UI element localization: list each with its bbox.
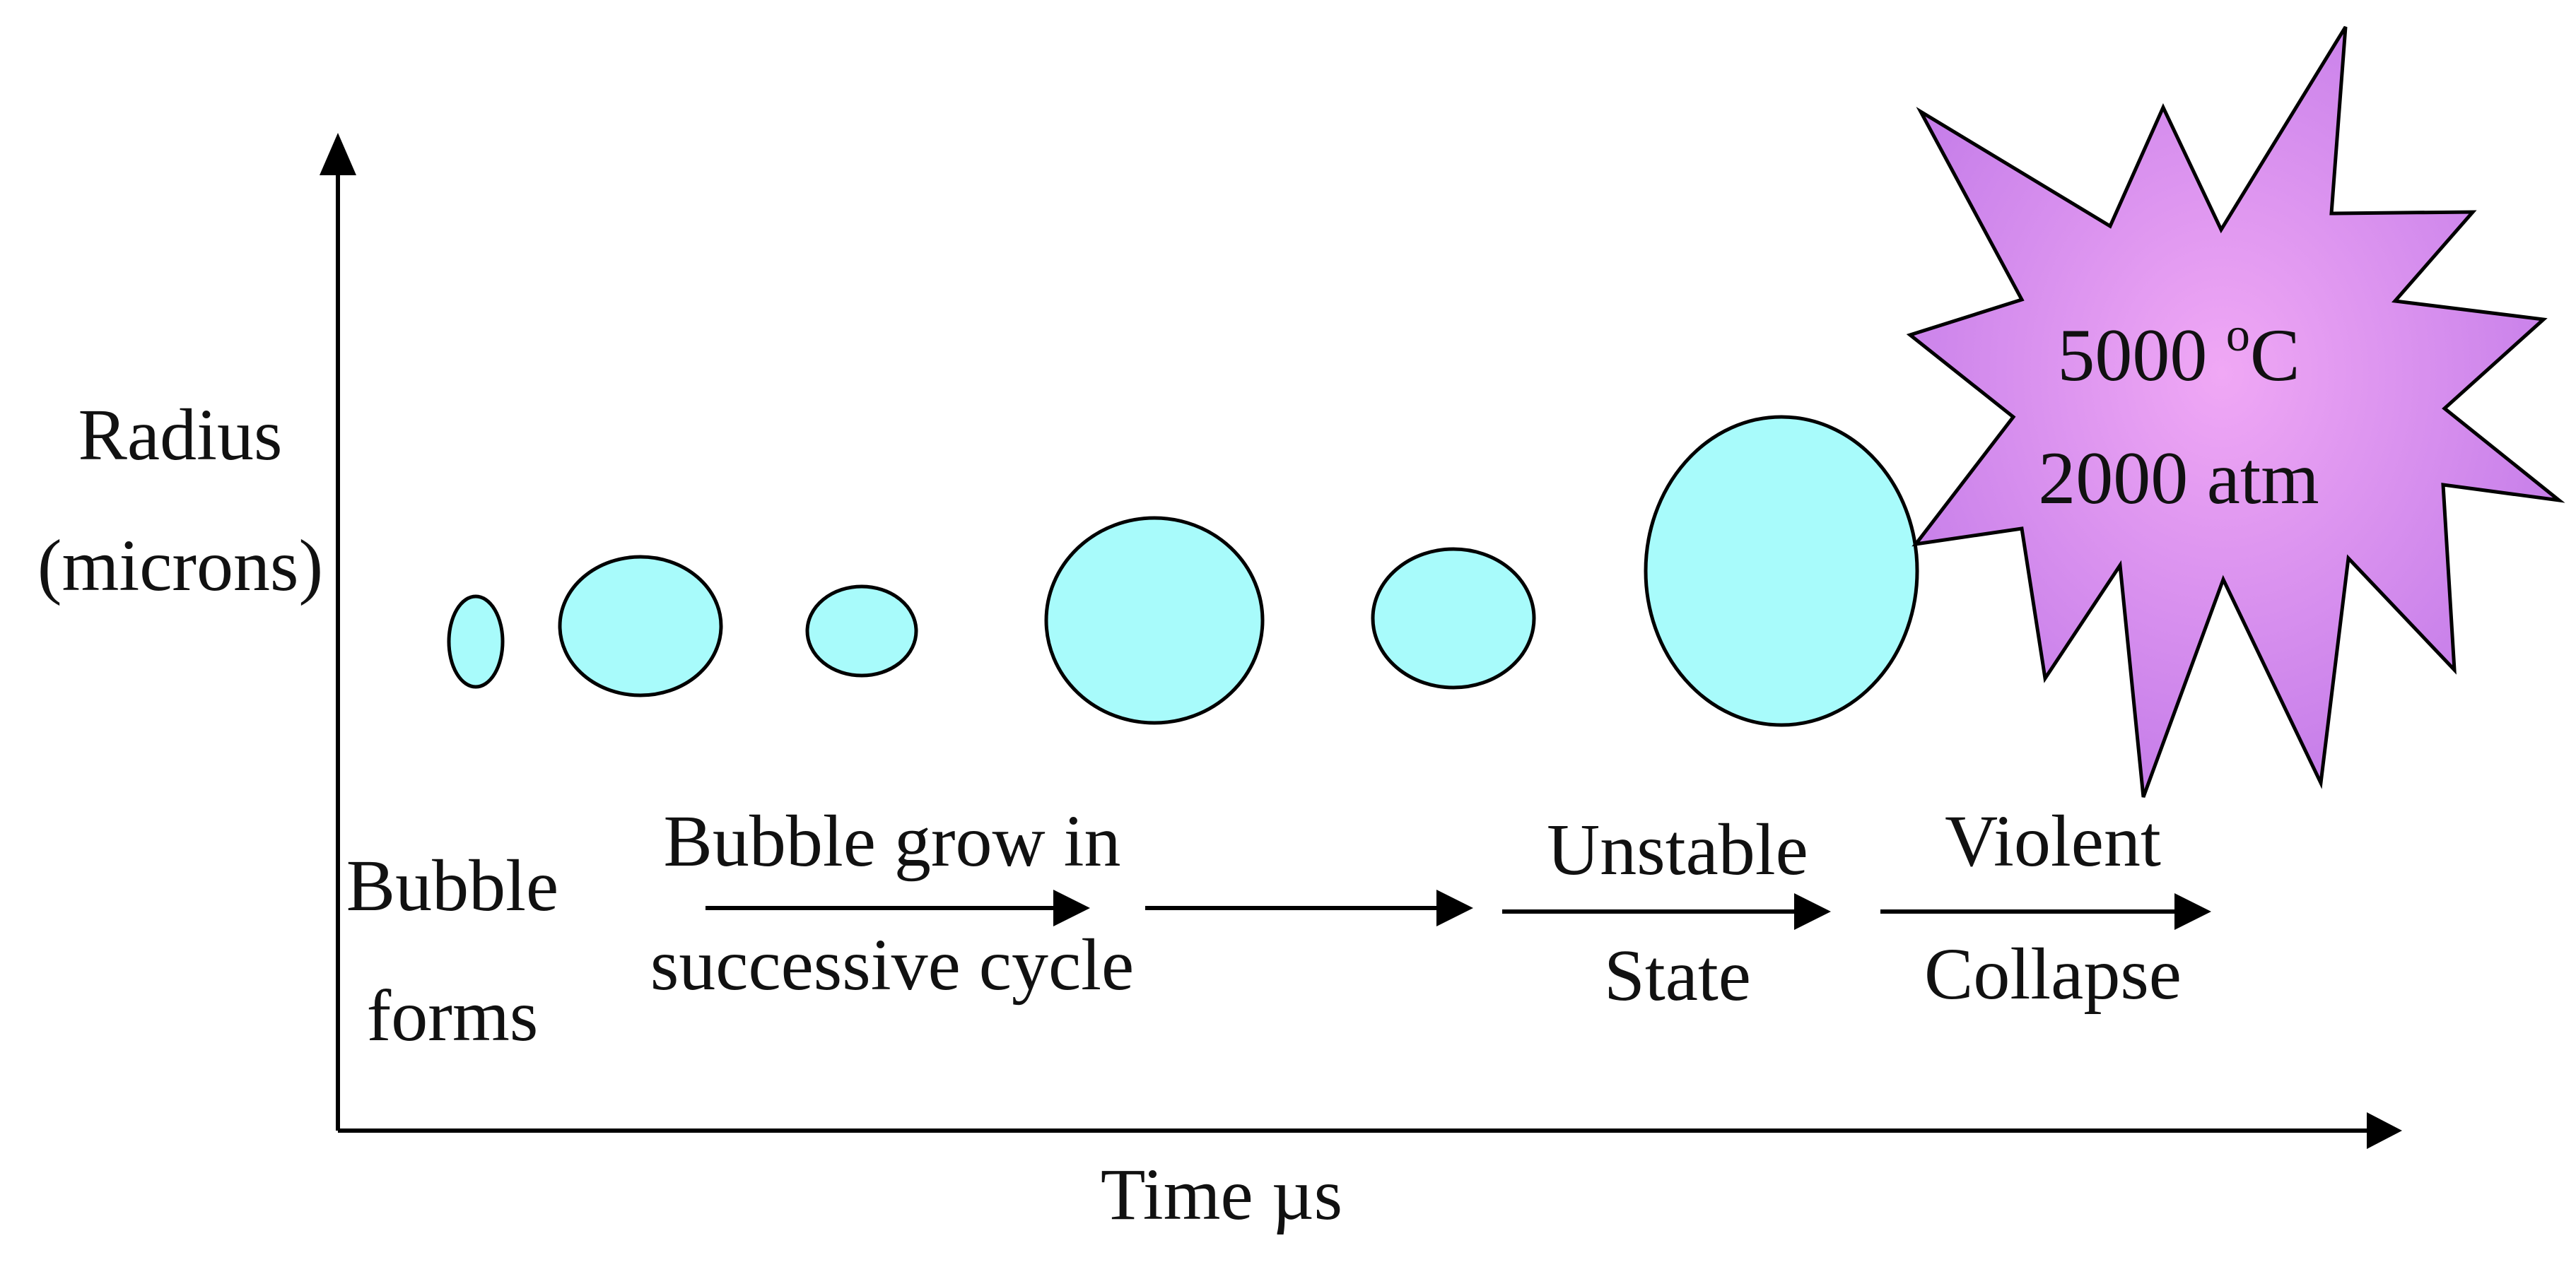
burst-star-shape bbox=[1906, 25, 2565, 798]
bubble-3 bbox=[805, 584, 918, 678]
bubble-4 bbox=[1044, 516, 1265, 725]
bubble-2 bbox=[558, 555, 723, 697]
bubble-1 bbox=[447, 594, 505, 689]
stage-forms-line2: forms bbox=[367, 975, 539, 1056]
stage-unstable-line2: State bbox=[1604, 935, 1751, 1016]
x-axis-label: Time µs bbox=[1101, 1154, 1342, 1235]
stage-collapse-line1: Violent bbox=[1945, 801, 2161, 882]
x-axis bbox=[338, 1112, 2402, 1149]
y-axis-label-line2: (microns) bbox=[37, 525, 323, 606]
stage-forms-line1: Bubble bbox=[346, 845, 558, 926]
collapse-burst: 5000 oC 2000 atm bbox=[1906, 25, 2565, 798]
stage-grow-line1: Bubble grow in bbox=[663, 801, 1120, 882]
stage-unstable-line1: Unstable bbox=[1547, 809, 1808, 890]
burst-temperature: 5000 oC bbox=[2057, 307, 2300, 396]
stage-grow-line2: successive cycle bbox=[650, 924, 1134, 1006]
arrow-collapse bbox=[1880, 893, 2211, 930]
arrow-grow bbox=[706, 890, 1090, 926]
y-axis-label-line1: Radius bbox=[78, 394, 283, 476]
burst-pressure: 2000 atm bbox=[2038, 437, 2319, 519]
arrow-unstable bbox=[1502, 893, 1831, 930]
bubble-6 bbox=[1644, 415, 1919, 727]
arrow-cycle bbox=[1145, 890, 1473, 926]
y-axis bbox=[320, 133, 356, 1131]
bubble-5 bbox=[1371, 547, 1536, 690]
stage-collapse-line2: Collapse bbox=[1924, 933, 2182, 1015]
